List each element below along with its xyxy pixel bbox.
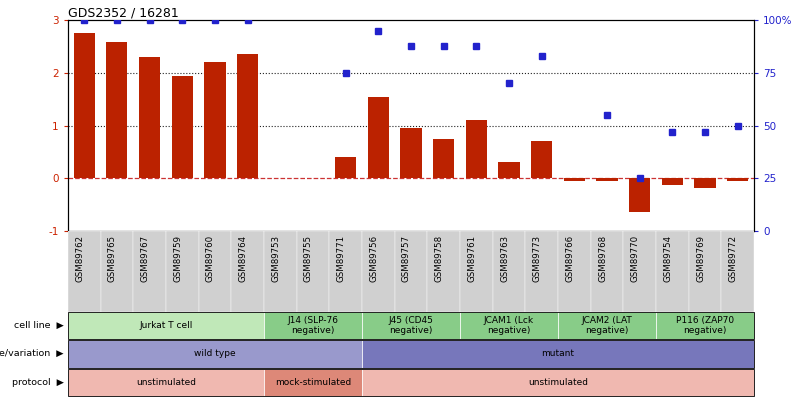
Bar	[297, 231, 330, 312]
Bar	[433, 139, 454, 178]
Bar	[492, 231, 525, 312]
Bar	[401, 128, 421, 178]
Bar	[460, 231, 492, 312]
Text: GSM89770: GSM89770	[630, 235, 640, 282]
Bar	[395, 231, 427, 312]
Text: GSM89755: GSM89755	[304, 235, 313, 282]
Text: JCAM1 (Lck
negative): JCAM1 (Lck negative)	[484, 316, 534, 335]
Text: GSM89763: GSM89763	[500, 235, 509, 282]
Bar	[694, 178, 716, 188]
Bar	[106, 43, 128, 178]
Bar	[525, 231, 558, 312]
Bar	[427, 231, 460, 312]
Text: J14 (SLP-76
negative): J14 (SLP-76 negative)	[287, 316, 338, 335]
Text: GSM89761: GSM89761	[468, 235, 476, 282]
Bar	[558, 231, 591, 312]
Text: GSM89773: GSM89773	[533, 235, 542, 282]
Bar	[499, 162, 519, 178]
Bar	[656, 231, 689, 312]
Text: J45 (CD45
negative): J45 (CD45 negative)	[389, 316, 433, 335]
Bar	[531, 141, 552, 178]
Bar	[73, 34, 95, 178]
Bar	[591, 231, 623, 312]
Text: GSM89757: GSM89757	[402, 235, 411, 282]
Text: genotype/variation  ▶: genotype/variation ▶	[0, 350, 64, 358]
Bar	[101, 231, 133, 312]
Text: GSM89753: GSM89753	[271, 235, 280, 282]
Bar	[68, 231, 101, 312]
Text: GSM89764: GSM89764	[239, 235, 247, 282]
Text: wild type: wild type	[194, 350, 235, 358]
Bar	[335, 157, 356, 178]
Bar	[727, 178, 749, 181]
Bar	[623, 231, 656, 312]
Text: unstimulated: unstimulated	[136, 378, 196, 387]
Text: GSM89768: GSM89768	[598, 235, 607, 282]
Text: GSM89766: GSM89766	[565, 235, 575, 282]
Text: unstimulated: unstimulated	[528, 378, 588, 387]
Text: mock-stimulated: mock-stimulated	[275, 378, 351, 387]
Text: GSM89767: GSM89767	[140, 235, 149, 282]
Bar	[133, 231, 166, 312]
Text: protocol  ▶: protocol ▶	[12, 378, 64, 387]
Text: GSM89771: GSM89771	[337, 235, 346, 282]
Text: Jurkat T cell: Jurkat T cell	[139, 321, 192, 330]
Bar	[139, 57, 160, 178]
Bar	[689, 231, 721, 312]
Bar	[563, 178, 585, 181]
Bar	[166, 231, 199, 312]
Bar	[362, 231, 395, 312]
Text: mutant: mutant	[542, 350, 575, 358]
Bar	[629, 178, 650, 212]
Text: P116 (ZAP70
negative): P116 (ZAP70 negative)	[676, 316, 734, 335]
Text: GDS2352 / 16281: GDS2352 / 16281	[68, 6, 179, 19]
Bar	[231, 231, 264, 312]
Text: JCAM2 (LAT
negative): JCAM2 (LAT negative)	[582, 316, 633, 335]
Text: GSM89758: GSM89758	[435, 235, 444, 282]
Text: cell line  ▶: cell line ▶	[14, 321, 64, 330]
Bar	[596, 178, 618, 181]
Bar	[721, 231, 754, 312]
Text: GSM89754: GSM89754	[663, 235, 673, 282]
Text: GSM89762: GSM89762	[75, 235, 84, 282]
Bar	[204, 62, 226, 178]
Text: GSM89756: GSM89756	[369, 235, 378, 282]
Text: GSM89759: GSM89759	[173, 235, 182, 282]
Bar	[368, 96, 389, 178]
Bar	[662, 178, 683, 185]
Text: GSM89772: GSM89772	[729, 235, 738, 282]
Text: GSM89760: GSM89760	[206, 235, 215, 282]
Bar	[466, 120, 487, 178]
Bar	[264, 231, 297, 312]
Bar	[330, 231, 362, 312]
Bar	[172, 76, 193, 178]
Bar	[199, 231, 231, 312]
Text: GSM89765: GSM89765	[108, 235, 117, 282]
Text: GSM89769: GSM89769	[696, 235, 705, 282]
Bar	[237, 54, 259, 178]
